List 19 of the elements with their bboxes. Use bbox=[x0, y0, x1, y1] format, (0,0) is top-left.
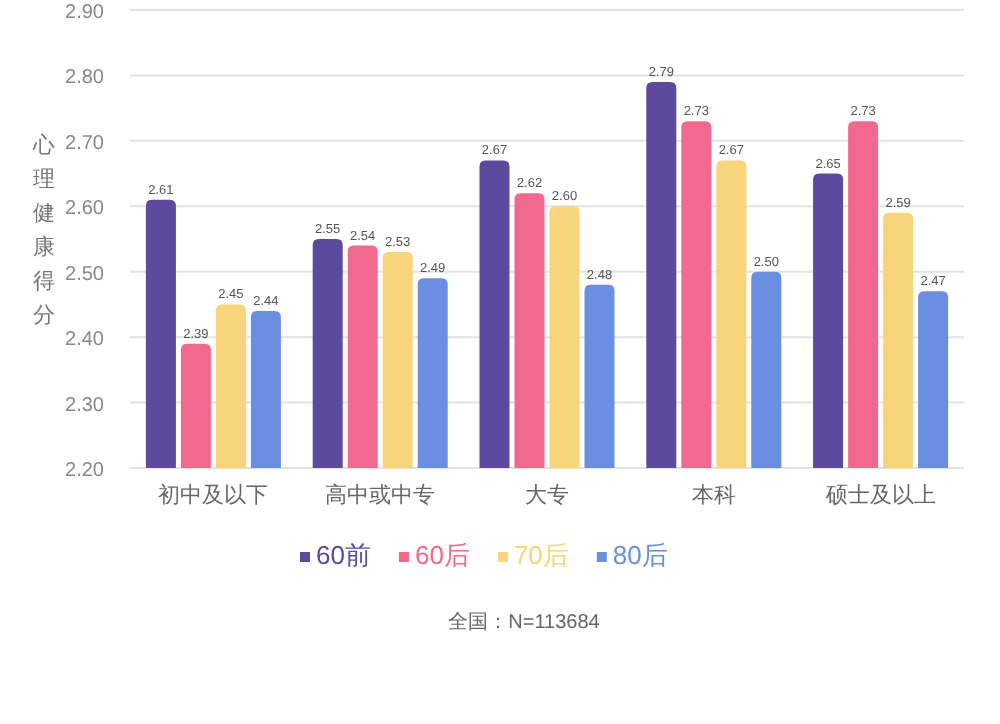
x-tick-label: 高中或中专 bbox=[325, 482, 436, 508]
y-tick-label: 2.90 bbox=[65, 2, 105, 24]
legend-label: 60前 bbox=[316, 540, 371, 570]
y-tick-label: 2.30 bbox=[65, 394, 105, 417]
legend-label: 60后 bbox=[414, 540, 470, 570]
legend-label: 70后 bbox=[513, 540, 569, 570]
y-tick-label: 2.80 bbox=[65, 67, 105, 90]
y-tick-label: 2.70 bbox=[65, 132, 105, 155]
x-tick-label: 本科 bbox=[691, 482, 736, 508]
y-tick-label: 2.50 bbox=[65, 263, 105, 286]
x-tick-label: 大专 bbox=[525, 482, 569, 508]
x-tick-label: 初中及以下 bbox=[158, 482, 269, 508]
y-tick-label: 2.20 bbox=[65, 460, 105, 482]
y-tick-label: 2.60 bbox=[65, 198, 105, 221]
text: 全国：N=113684 bbox=[448, 610, 601, 634]
legend-label: 80后 bbox=[612, 540, 668, 570]
y-tick-label: 2.40 bbox=[65, 329, 105, 352]
y-axis-title: 心理健康得分 bbox=[31, 132, 55, 328]
x-tick-label: 硕士及以上 bbox=[823, 482, 936, 508]
